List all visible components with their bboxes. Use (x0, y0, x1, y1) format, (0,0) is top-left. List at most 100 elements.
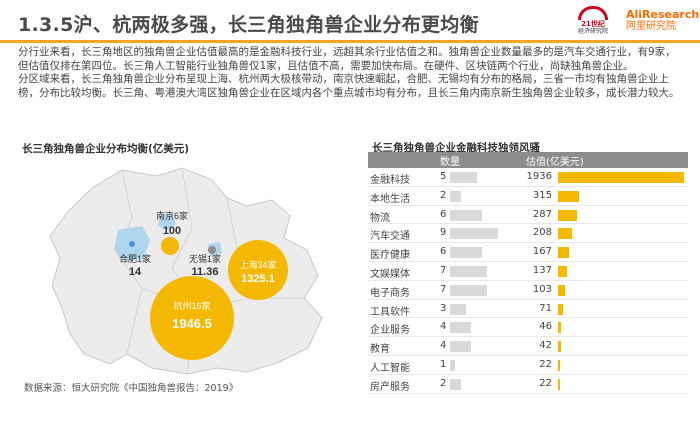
table-header-row: 数量 估值(亿美元) (368, 152, 688, 168)
row-count: 3 (440, 302, 447, 314)
row-value: 167 (532, 246, 552, 258)
intro-paragraph-industry: 分行业来看，长三角地区的独角兽企业估值最高的是金融科技行业，远超其余行业估值之和… (18, 46, 676, 72)
map-heading: 长三角独角兽企业分布均衡(亿美元) (22, 143, 190, 155)
row-count: 4 (440, 340, 447, 352)
nanjing-area (158, 212, 176, 230)
col-header-value: 估值(亿美元) (526, 157, 584, 168)
table-row: 汽车交通 9 208 (368, 224, 688, 244)
city-label-nanjing: 南京6家 (156, 210, 188, 221)
logo-aliresearch: AliResearch 阿里研究院 (626, 8, 700, 33)
city-value-wuxi: 11.36 (192, 266, 219, 278)
value-bar (558, 341, 561, 353)
row-count: 7 (440, 264, 447, 276)
row-value: 103 (532, 283, 552, 295)
city-label-shanghai: 上海34家 (239, 259, 276, 270)
data-source-note: 数据来源：恒大研究院《中国独角兽报告：2019》 (24, 383, 239, 394)
province-outline (49, 167, 323, 375)
count-bar (450, 359, 456, 371)
table-row: 电子商务 7 103 (368, 281, 688, 300)
row-value: 287 (532, 208, 552, 220)
table-row: 工具软件 3 71 (368, 300, 688, 319)
count-bar (450, 322, 472, 334)
count-bar (450, 341, 472, 353)
table-row: 医疗健康 6 167 (368, 243, 688, 262)
table-row: 物流 6 287 (368, 206, 688, 225)
row-category: 工具软件 (370, 306, 410, 318)
city-value-shanghai: 1325.1 (241, 273, 275, 285)
table-row: 金融科技 5 1936 (368, 168, 688, 187)
logo-21st-century: 21世纪 经济研究院 (566, 6, 620, 36)
shanghai-bubble (228, 240, 288, 300)
city-label-hefei: 合肥1家 (119, 253, 151, 264)
table-row: 人工智能 1 22 (368, 356, 688, 375)
count-bar (450, 284, 488, 296)
logo-ali-line2: 阿里研究院 (626, 21, 676, 32)
row-category: 汽车交通 (370, 231, 410, 243)
intro-paragraph-region: 分区域来看，长三角独角兽企业分布呈现上海、杭州两大极核带动，南京快速崛起，合肥、… (18, 73, 680, 99)
row-count: 6 (440, 246, 447, 258)
logo-ali-line1: AliResearch (626, 8, 700, 21)
table-row: 文娱媒体 7 137 (368, 262, 688, 281)
count-bar (450, 303, 466, 315)
table-row: 企业服务 4 46 (368, 318, 688, 338)
city-value-hangzhou: 1946.5 (172, 316, 212, 331)
row-category: 人工智能 (370, 362, 410, 374)
region-map-svg: 南京6家 100 合肥1家 14 无锡1家 11.36 上海34家 1325.1… (49, 167, 323, 375)
value-bar (558, 265, 567, 277)
row-value: 22 (539, 377, 552, 389)
city-label-hangzhou: 杭州16家 (173, 300, 210, 311)
row-count: 2 (440, 189, 447, 201)
row-count: 4 (440, 321, 447, 333)
count-bar (450, 228, 498, 240)
title-underline (0, 40, 700, 43)
row-value: 46 (539, 321, 552, 333)
region-map: 南京6家 100 合肥1家 14 无锡1家 11.36 上海34家 1325.1… (22, 158, 352, 378)
logo-arc-icon (578, 6, 608, 20)
row-category: 文娱媒体 (370, 268, 410, 280)
hangzhou-bubble (150, 276, 234, 360)
row-value: 71 (539, 302, 552, 314)
row-category: 教育 (370, 344, 390, 356)
row-count: 1 (440, 358, 447, 370)
count-bar (450, 265, 488, 277)
col-header-count: 数量 (440, 157, 460, 168)
count-bar (450, 172, 477, 183)
count-bar (450, 209, 482, 221)
logo-21c-line1: 21世纪 (581, 20, 605, 28)
hefei-dot (129, 241, 135, 247)
row-value: 22 (539, 358, 552, 370)
industry-table: 数量 估值(亿美元) 金融科技 5 1936 本地生活 2 315 物流 6 287 汽车交通 9 2… (368, 152, 688, 394)
value-bar (558, 359, 560, 371)
value-bar (558, 228, 572, 240)
intro-text: 分行业来看，长三角地区的独角兽企业估值最高的是金融科技行业，远超其余行业估值之和… (18, 46, 686, 100)
count-bar (450, 247, 482, 259)
row-value: 137 (532, 264, 552, 276)
value-bar (558, 172, 684, 183)
value-bar (558, 284, 565, 296)
value-bar (558, 322, 561, 334)
row-category: 物流 (370, 212, 390, 224)
city-value-nanjing: 100 (163, 225, 181, 237)
row-count: 6 (440, 208, 447, 220)
table-row: 房产服务 2 22 (368, 375, 688, 394)
value-bar (558, 247, 569, 259)
row-value: 42 (539, 340, 552, 352)
city-value-hefei: 14 (129, 266, 142, 278)
count-bar (450, 378, 461, 390)
page-title: 1.3.5沪、杭两极多强，长三角独角兽企业分布更均衡 (18, 14, 479, 36)
row-category: 金融科技 (370, 175, 410, 186)
row-category: 房产服务 (370, 381, 410, 393)
logo-21c-line2: 经济研究院 (577, 28, 608, 35)
value-bar (558, 378, 560, 390)
row-count: 7 (440, 283, 447, 295)
nanjing-bubble (161, 237, 179, 255)
row-count: 9 (440, 227, 447, 239)
row-category: 电子商务 (370, 287, 410, 299)
city-label-wuxi: 无锡1家 (189, 253, 221, 264)
count-bar (450, 190, 461, 202)
row-category: 企业服务 (370, 325, 410, 337)
row-value: 208 (532, 227, 552, 239)
row-value: 315 (532, 189, 552, 201)
row-count: 2 (440, 377, 447, 389)
table-row: 本地生活 2 315 (368, 187, 688, 206)
